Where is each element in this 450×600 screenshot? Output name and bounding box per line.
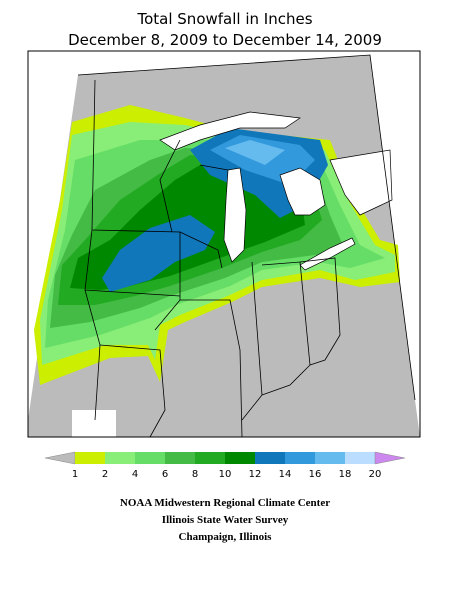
lake-huron xyxy=(279,167,326,216)
legend-over xyxy=(374,451,406,465)
map-frame xyxy=(27,50,421,438)
legend: 1 2 4 6 8 10 12 14 16 18 20 xyxy=(44,451,406,480)
legend-tick-label: 10 xyxy=(219,469,232,480)
lake-superior xyxy=(159,111,301,151)
legend-tick-label: 2 xyxy=(102,469,108,480)
legend-swatch xyxy=(195,452,225,464)
legend-swatch xyxy=(285,452,315,464)
lake-michigan xyxy=(223,167,247,263)
legend-tick-label: 4 xyxy=(132,469,138,480)
legend-under xyxy=(44,451,76,465)
legend-tick-label: 20 xyxy=(369,469,382,480)
state-borders xyxy=(77,54,416,438)
title-line: December 8, 2009 to December 14, 2009 xyxy=(68,31,382,49)
legend-swatch xyxy=(105,452,135,464)
legend-swatch xyxy=(75,452,105,464)
band-12-14 xyxy=(102,215,215,292)
footer-line: NOAA Midwestern Regional Climate Center xyxy=(120,497,330,509)
no-data-area xyxy=(72,410,116,437)
legend-tick-label: 1 xyxy=(72,469,78,480)
legend-swatch xyxy=(345,452,375,464)
legend-tick-label: 14 xyxy=(279,469,292,480)
footer-line: Illinois State Water Survey xyxy=(162,514,289,526)
lake-erie xyxy=(299,237,356,271)
legend-swatch xyxy=(165,452,195,464)
legend-swatch xyxy=(225,452,255,464)
footer-line: Champaign, Illinois xyxy=(179,531,273,543)
legend-tick-label: 6 xyxy=(162,469,168,480)
legend-swatch xyxy=(255,452,285,464)
legend-swatch xyxy=(315,452,345,464)
title-line: Total Snowfall in Inches xyxy=(136,10,312,28)
legend-tick-label: 16 xyxy=(309,469,322,480)
map xyxy=(27,50,421,438)
legend-swatch xyxy=(135,452,165,464)
legend-tick-label: 12 xyxy=(249,469,262,480)
legend-tick-label: 18 xyxy=(339,469,352,480)
lake-ontario-region xyxy=(329,149,393,216)
legend-tick-label: 8 xyxy=(192,469,198,480)
band-16-18 xyxy=(225,140,285,165)
